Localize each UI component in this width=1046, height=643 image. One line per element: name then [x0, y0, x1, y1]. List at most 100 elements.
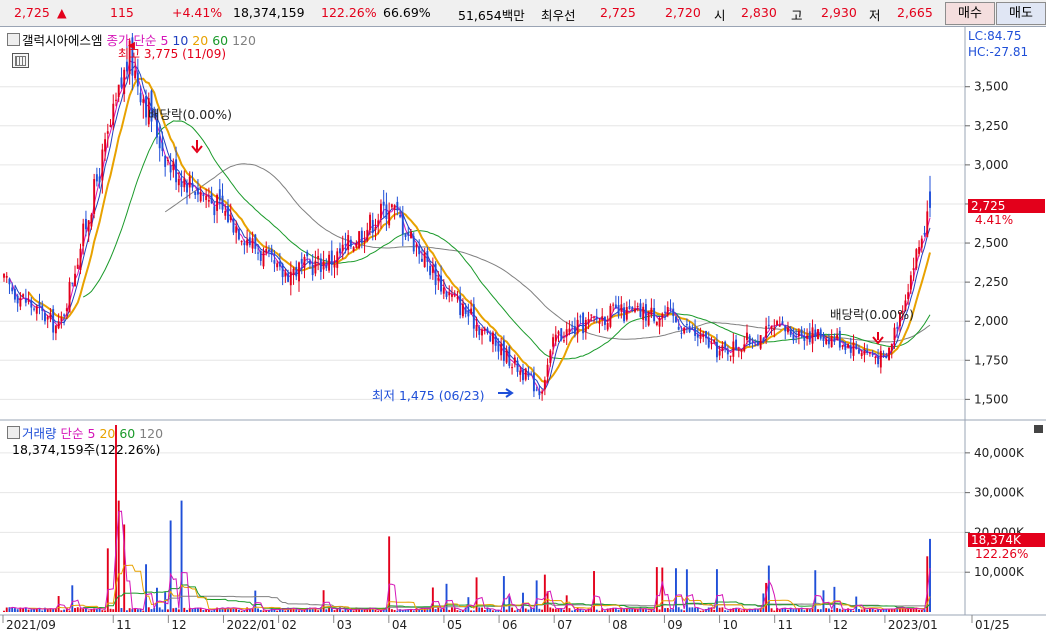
- volume-bar: [95, 609, 98, 612]
- volume-bar: [767, 565, 770, 612]
- candle-body: [470, 308, 473, 314]
- candle-body: [888, 347, 890, 360]
- volume-bar: [150, 609, 153, 612]
- volume-bar: [614, 608, 617, 612]
- volume-bar: [732, 608, 735, 612]
- candle-body: [489, 335, 492, 342]
- volume-bar: [756, 608, 759, 612]
- candle-body: [38, 302, 41, 307]
- volume-bar: [639, 607, 642, 612]
- volume-bar: [500, 610, 503, 612]
- panel-close-icon[interactable]: [1034, 425, 1043, 433]
- current-price: 2,725: [14, 5, 50, 20]
- candle-body: [145, 96, 147, 118]
- volume-bar: [175, 607, 178, 612]
- candle-body: [336, 251, 339, 268]
- candle-body: [724, 341, 727, 348]
- volume-bar: [470, 610, 473, 612]
- candle-body: [494, 335, 497, 346]
- volume-bar: [131, 608, 134, 612]
- volume-bar: [590, 607, 593, 612]
- candle-body: [929, 191, 931, 208]
- candle-body: [926, 211, 929, 238]
- candle-body: [426, 251, 429, 262]
- volume-bar: [759, 608, 762, 612]
- volume-bar: [388, 536, 391, 612]
- candle-body: [603, 317, 606, 325]
- candle-body: [123, 69, 126, 94]
- candle-body: [784, 325, 787, 332]
- candle-body: [186, 183, 188, 193]
- candle-body: [661, 313, 664, 319]
- candle-body: [838, 330, 841, 348]
- volume-bar: [164, 592, 167, 612]
- candle-body: [590, 314, 593, 316]
- volume-bar: [904, 608, 907, 612]
- candle-body: [827, 339, 830, 345]
- volume-bar: [664, 608, 666, 612]
- volume-bar: [516, 609, 519, 612]
- panel-menu-icon[interactable]: [7, 33, 20, 46]
- volume-bar: [210, 610, 213, 612]
- candle-body: [235, 226, 238, 233]
- volume-bar: [634, 609, 636, 612]
- vma-5-label: 5: [87, 426, 96, 441]
- candle-body: [298, 262, 300, 282]
- candle-body: [896, 327, 899, 329]
- candle-body: [568, 328, 571, 333]
- candle-body: [237, 228, 240, 240]
- volume-bar: [625, 608, 628, 612]
- sell-button[interactable]: 매도: [996, 2, 1046, 25]
- volume-bar: [300, 610, 303, 612]
- candle-body: [729, 355, 732, 357]
- candle-body: [822, 335, 825, 342]
- candle-body: [420, 258, 423, 262]
- candle-body: [95, 174, 98, 182]
- candle-body: [52, 308, 55, 333]
- candle-body: [270, 248, 273, 256]
- dividend-marker-icon: [872, 332, 884, 345]
- volume-bar: [530, 607, 533, 612]
- x-tick-label: 05: [447, 618, 462, 632]
- candle-body: [404, 233, 407, 237]
- best-quote-label: 최우선: [541, 8, 576, 23]
- volume-bar: [109, 608, 112, 612]
- candle-body: [22, 294, 25, 297]
- volume-bar: [298, 610, 300, 612]
- volume-bar: [278, 608, 281, 612]
- hc-value: HC:-27.81: [968, 45, 1029, 59]
- stock-chart[interactable]: 3,5003,2503,0002,7502,5002,2502,0001,750…: [0, 27, 1046, 643]
- candle-body: [683, 327, 686, 334]
- candle-body: [98, 176, 101, 183]
- candle-body: [647, 312, 650, 326]
- candle-body: [666, 307, 669, 316]
- candle-body: [24, 298, 27, 303]
- volume-panel-menu-icon[interactable]: [7, 426, 20, 439]
- candle-body: [227, 206, 229, 223]
- candle-body: [669, 307, 672, 309]
- candle-body: [328, 254, 331, 271]
- x-tick-label: 11: [778, 618, 793, 632]
- volume-bar: [84, 608, 87, 612]
- volume-bar: [669, 609, 672, 612]
- volume-bar: [888, 609, 890, 612]
- candle-body: [735, 339, 738, 351]
- candle-body: [475, 325, 478, 332]
- volume-bar: [776, 607, 778, 612]
- volume-ratio: 122.26%: [321, 5, 377, 20]
- volume-bar: [328, 607, 331, 612]
- candle-body: [115, 99, 117, 101]
- buy-button[interactable]: 매수: [945, 2, 995, 25]
- table-view-icon[interactable]: [12, 53, 29, 68]
- volume-bar: [339, 607, 341, 612]
- candle-body: [76, 264, 79, 269]
- volume-ma-title: 단순: [60, 426, 84, 441]
- candle-body: [879, 350, 882, 368]
- candle-body: [213, 206, 216, 216]
- volume-bar: [139, 609, 142, 612]
- candle-body: [625, 307, 628, 320]
- volume-bar: [369, 607, 371, 612]
- candle-body: [532, 372, 535, 392]
- volume-bar: [877, 609, 880, 612]
- volume-bar: [153, 607, 156, 612]
